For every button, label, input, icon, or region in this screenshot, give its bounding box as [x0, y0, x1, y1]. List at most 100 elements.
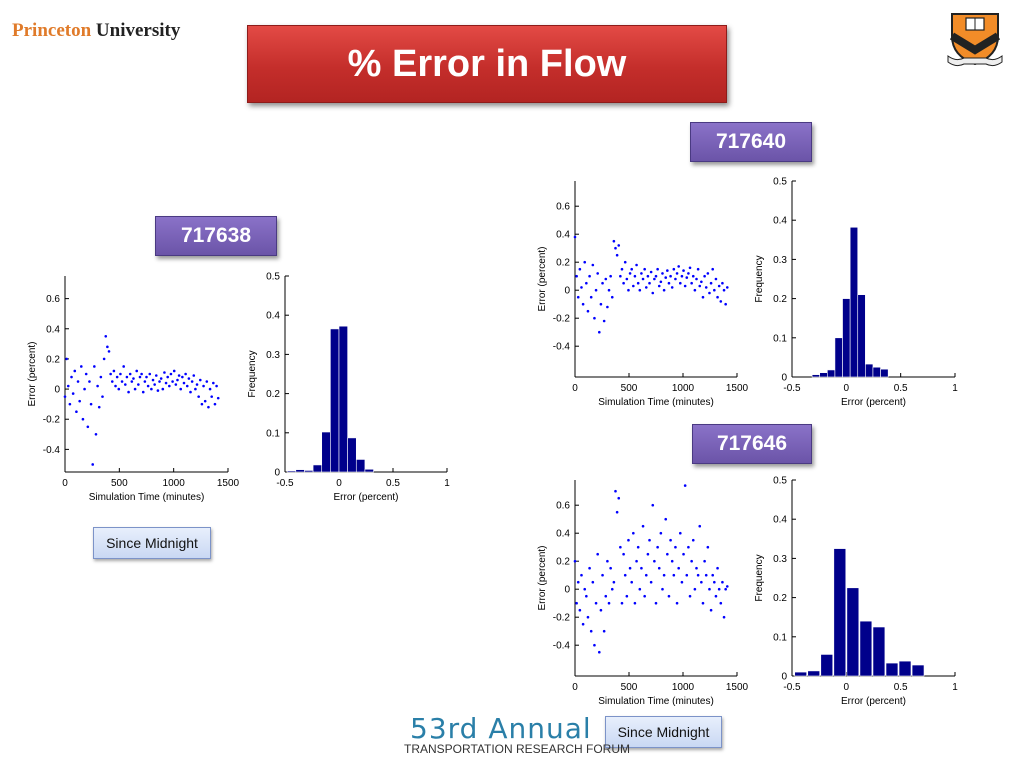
since-midnight-button[interactable]: Since Midnight	[605, 716, 722, 748]
scatter-point	[657, 284, 661, 288]
x-tick-label: 0	[844, 682, 850, 693]
scatter-point	[593, 643, 596, 647]
scatter-point	[677, 265, 680, 268]
scatter-point	[132, 377, 135, 380]
scatter-point	[203, 399, 207, 403]
scatter-point	[713, 288, 716, 292]
scatter-point	[643, 267, 646, 271]
scatter-point	[641, 524, 645, 528]
scatter-point	[633, 274, 637, 278]
y-tick-label: -0.2	[43, 415, 61, 426]
scatter-point	[649, 580, 653, 584]
scatter-point	[88, 380, 91, 383]
y-tick-label: 0.5	[266, 272, 280, 283]
scatter-point	[646, 274, 650, 278]
princeton-logo: Princeton University	[12, 20, 180, 42]
scatter-point	[125, 375, 129, 379]
x-tick-label: -0.5	[783, 682, 801, 693]
y-tick-label: 0.4	[773, 515, 787, 526]
histogram-bar	[364, 468, 374, 473]
scatter-point	[708, 291, 711, 295]
x-tick-label: 0	[62, 478, 68, 489]
scatter-point	[99, 375, 103, 379]
histogram-bar	[820, 654, 834, 677]
scatter-point	[620, 601, 624, 605]
scatter-point	[683, 484, 687, 487]
scatter-point	[591, 580, 595, 584]
y-tick-label: 0.1	[266, 428, 280, 439]
scatter-point	[146, 384, 150, 388]
scatter-point	[607, 601, 611, 605]
scatter-point	[197, 395, 200, 398]
histogram-bar	[842, 298, 851, 378]
scatter-point	[677, 566, 680, 570]
scatter-point	[669, 274, 672, 278]
y-tick-label: 0	[564, 585, 570, 596]
histogram-bar	[321, 431, 331, 473]
scatter-point	[588, 274, 591, 278]
scatter-point	[623, 260, 627, 264]
scatter-point	[150, 387, 153, 391]
scatter-point	[137, 383, 140, 386]
scatter-point	[585, 281, 588, 285]
scatter-point	[675, 601, 679, 605]
sensor-label-717638: 717638	[155, 216, 277, 256]
scatter-plot-717640: 0 500 1000 1500 -0.4 -0.2 0 0.2 0.4 0.6 Simulation…	[537, 181, 749, 408]
scatter-point	[176, 378, 179, 382]
sensor-label-text: 717638	[180, 224, 252, 247]
y-tick-label: 0.3	[773, 255, 787, 266]
histogram-bar	[295, 469, 305, 473]
scatter-point	[580, 286, 583, 289]
since-midnight-button-label: Since Midnight	[617, 724, 710, 740]
scatter-point	[599, 302, 603, 306]
scatter-point	[638, 288, 642, 292]
scatter-point	[141, 390, 145, 394]
scatter-point	[721, 580, 724, 584]
scatter-point	[661, 272, 664, 275]
scatter-point	[664, 517, 668, 521]
scatter-point	[128, 372, 132, 376]
histogram-bar	[347, 437, 357, 473]
scatter-point	[205, 380, 209, 383]
scatter-point	[182, 381, 186, 385]
scatter-point	[115, 375, 119, 379]
scatter-point	[656, 545, 659, 549]
scatter-point	[711, 573, 714, 577]
scatter-point	[80, 365, 83, 368]
scatter-point	[189, 390, 192, 394]
x-tick-label: 1000	[672, 383, 695, 394]
scatter-point	[588, 566, 591, 570]
scatter-point	[599, 608, 603, 612]
x-tick-label: 500	[111, 478, 128, 489]
scatter-point	[688, 594, 692, 598]
scatter-point	[619, 545, 622, 549]
scatter-point	[581, 302, 585, 306]
x-tick-label: -0.5	[783, 383, 801, 394]
scatter-point	[594, 601, 598, 605]
scatter-point	[669, 538, 672, 542]
x-axis-label: Error (percent)	[333, 492, 398, 503]
scatter-point	[604, 594, 608, 598]
scatter-plot-717638: 0 500 1000 1500 -0.4 -0.2 0 0.2 0.4 0.6 Simulation…	[27, 276, 240, 503]
scatter-point	[630, 267, 633, 271]
scatter-point	[701, 295, 705, 299]
scatter-point	[698, 284, 702, 288]
scatter-point	[627, 538, 630, 542]
scatter-point	[724, 587, 727, 591]
scatter-point	[83, 387, 86, 391]
y-axis-label: Frequency	[247, 350, 258, 397]
scatter-point	[625, 594, 629, 598]
scatter-point	[212, 381, 215, 385]
scatter-point	[143, 380, 147, 383]
scatter-point	[207, 405, 210, 409]
since-midnight-button[interactable]: Since Midnight	[93, 527, 211, 559]
scatter-point	[158, 380, 161, 383]
scatter-point	[640, 566, 643, 570]
scatter-point	[159, 377, 163, 380]
logo-part-university: University	[95, 20, 181, 41]
scatter-point	[683, 284, 687, 288]
scatter-point	[598, 650, 601, 654]
scatter-point	[654, 601, 658, 605]
scatter-point	[667, 281, 671, 285]
x-axis-label: Simulation Time (minutes)	[598, 397, 714, 408]
